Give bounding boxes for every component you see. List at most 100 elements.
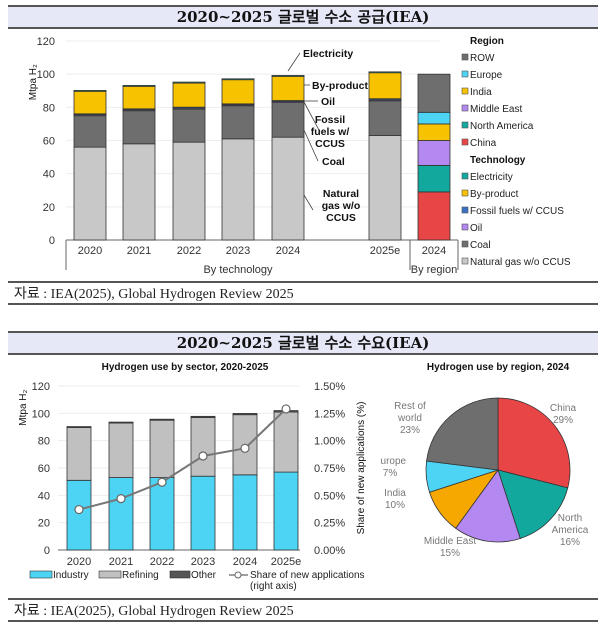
- annotation-natural-gas-w-o-ccus: Natural gas w/o CCUS: [322, 188, 361, 224]
- y2-tick-label: 1.25%: [314, 408, 345, 420]
- bar-segment-coal: [368, 100, 402, 136]
- bar-segment-refining: [149, 419, 175, 478]
- bar-segment-electricity: [122, 85, 156, 87]
- supply-source-note: 자료 : IEA(2025), Global Hydrogen Review 2…: [8, 281, 598, 305]
- legend-swatch-refining: [98, 570, 122, 579]
- legend-swatch: [461, 223, 469, 231]
- annotation-electricity: Electricity: [303, 48, 353, 60]
- pie-slice-china: [497, 397, 571, 489]
- y-tick-label: 120: [32, 381, 50, 393]
- x-tick-label: 2025e: [370, 245, 401, 257]
- y-tick-label: 100: [37, 69, 55, 81]
- y2-axis-label: Share of new applications (%): [356, 402, 367, 535]
- region-bar-segment-row: [417, 73, 451, 113]
- pie-label-north-america: North America 16%: [552, 513, 589, 548]
- bar-segment-electricity: [73, 90, 107, 92]
- legend-swatch-industry: [29, 570, 53, 579]
- y2-tick-label: 0.00%: [314, 545, 345, 557]
- supply-section-title: 2020~2025 글로벌 수소 공급(IEA): [8, 5, 598, 29]
- annotation-oil: Oil: [321, 96, 335, 108]
- legend-item: Fossil fuels w/ CCUS: [470, 206, 564, 217]
- bar-segment-industry: [66, 479, 92, 551]
- legend-item: Middle East: [470, 104, 522, 115]
- bar-segment-coal: [73, 115, 107, 148]
- demand-region-pie-chart: Hydrogen use by region, 2024 China 29% Nort…: [380, 362, 589, 559]
- chart-title: Hydrogen use by region, 2024: [427, 362, 570, 373]
- demand-section-title: 2020~2025 글로벌 수소 수요(IEA): [8, 331, 598, 355]
- legend-swatch-share-marker: [234, 571, 242, 579]
- legend-swatch: [461, 121, 469, 129]
- y-tick-label: 100: [32, 408, 50, 420]
- bar-segment-refining: [66, 426, 92, 481]
- bar-segment-natural-gas-w-o-ccus: [271, 136, 305, 241]
- share-point: [74, 504, 84, 515]
- legend-item: Other: [191, 570, 217, 581]
- bar-segment-other: [108, 421, 134, 424]
- x-tick-label: 2023: [226, 245, 250, 257]
- y-tick-label: 20: [43, 202, 55, 214]
- y-tick-label: 40: [38, 490, 50, 502]
- legend-swatch: [461, 87, 469, 95]
- x-tick-label: 2023: [191, 556, 215, 568]
- annotation-fossil-fuels-w-ccus: Fossil fuels w/CCUS: [311, 114, 350, 150]
- legend-note: (right axis): [250, 581, 297, 592]
- y-axis-label: Mtpa H₂: [18, 389, 29, 425]
- bar-segment-electricity: [221, 78, 255, 81]
- region-bar-segment-middle-east: [417, 140, 451, 166]
- legend-item: ROW: [470, 53, 495, 64]
- y-tick-label: 40: [43, 169, 55, 181]
- legend-swatch: [461, 138, 469, 146]
- bar-segment-other: [232, 413, 258, 416]
- x-tick-label: 2021: [109, 556, 133, 568]
- legend-item: Natural gas w/o CCUS: [470, 257, 571, 268]
- bar-segment-industry: [273, 471, 299, 551]
- bar-segment-by-product: [221, 78, 255, 105]
- legend-item: By-product: [470, 189, 519, 200]
- bar-segment-by-product: [368, 71, 402, 100]
- y-tick-label: 120: [37, 36, 55, 48]
- bar-segment-coal: [271, 101, 305, 138]
- region-bar-segment-north-america: [417, 164, 451, 193]
- share-point: [157, 477, 167, 487]
- y2-tick-label: 0.25%: [314, 518, 345, 530]
- legend-heading-region: Region: [470, 36, 504, 47]
- bar-segment-electricity: [368, 71, 402, 74]
- x-tick-label: 2024: [422, 245, 446, 257]
- annotation-leader-line: [303, 101, 321, 133]
- share-point: [281, 404, 291, 414]
- bar-segment-industry: [108, 477, 134, 551]
- demand-sector-chart: Hydrogen use by sector, 2020-2025 0 20 40 60…: [18, 362, 367, 592]
- x-tick-label: 2020: [78, 245, 102, 257]
- bar-segment-natural-gas-w-o-ccus: [221, 138, 255, 241]
- demand-source-note: 자료 : IEA(2025), Global Hydrogen Review 2…: [8, 598, 598, 622]
- legend-item: Industry: [53, 570, 89, 581]
- group-label-technology: By technology: [203, 264, 273, 276]
- y2-tick-label: 1.00%: [314, 436, 345, 448]
- bar-segment-other: [190, 415, 216, 418]
- supply-chart: 0 20 40 60 80 100 120 Mtpa H₂ 2020 2021 2022 2023 20…: [28, 36, 571, 276]
- y2-tick-label: 1.50%: [314, 381, 345, 393]
- bar-segment-by-product: [271, 75, 305, 101]
- bar-segment-by-product: [122, 85, 156, 110]
- x-tick-label: 2021: [127, 245, 151, 257]
- share-point: [240, 443, 250, 453]
- pie-label-india: India 10%: [384, 488, 406, 511]
- legend-swatch: [461, 240, 469, 248]
- bar-segment-other: [66, 426, 92, 428]
- bar-segment-refining: [108, 422, 134, 478]
- bar-segment-industry: [232, 474, 258, 551]
- legend-heading-technology: Technology: [470, 155, 526, 166]
- legend-item: Europe: [470, 70, 503, 81]
- chart-title: Hydrogen use by sector, 2020-2025: [102, 362, 269, 373]
- pie-slice-middle-east: [455, 469, 521, 543]
- pie-slice-north-america: [497, 469, 569, 539]
- x-tick-label: 2024: [276, 245, 300, 257]
- legend-swatch: [461, 53, 469, 61]
- legend-item: Refining: [122, 570, 159, 581]
- pie-label-middle-east: Middle East 15%: [424, 536, 476, 559]
- y-tick-label: 0: [44, 545, 50, 557]
- legend-item: China: [470, 138, 497, 149]
- share-point: [116, 494, 126, 504]
- region-bar-segment-china: [417, 191, 451, 241]
- y-tick-label: 20: [38, 518, 50, 530]
